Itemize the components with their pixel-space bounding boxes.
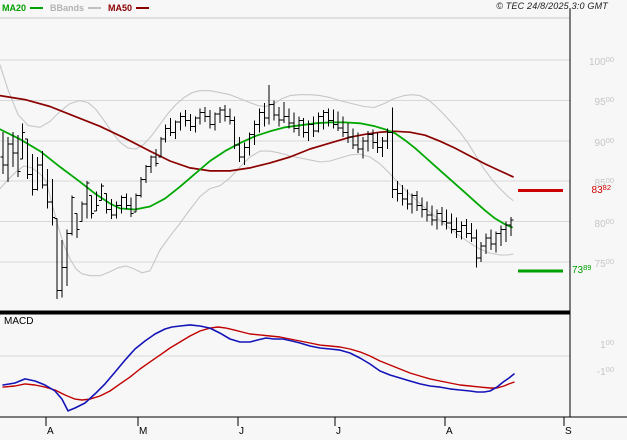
chart-legend: MA20 BBands MA50 bbox=[2, 2, 156, 14]
macd-tick-label: -100 bbox=[596, 364, 614, 378]
bbands-line-icon bbox=[88, 7, 102, 9]
price-tick-label: 8500 bbox=[594, 176, 614, 190]
copyright-timestamp: © TEC 24/8/2025 3:0 GMT bbox=[496, 1, 608, 11]
ma20-label: MA20 bbox=[2, 3, 27, 13]
price-tick-label: 10000 bbox=[588, 55, 614, 68]
macd-tick-label: 100 bbox=[600, 337, 614, 351]
legend-item-ma50: MA50 bbox=[108, 3, 150, 13]
macd-panel-label: MACD bbox=[4, 316, 34, 327]
bbands-label: BBands bbox=[50, 3, 85, 13]
month-label: J bbox=[239, 426, 244, 437]
month-label: A bbox=[47, 426, 54, 437]
month-label: S bbox=[565, 426, 572, 437]
price-tick-label: 9500 bbox=[594, 95, 614, 109]
price-tick-label: 9000 bbox=[594, 135, 614, 149]
month-label: M bbox=[139, 426, 148, 437]
legend-item-ma20: MA20 bbox=[2, 3, 44, 13]
ma50-line-icon bbox=[136, 7, 150, 9]
level-support-label: 7389 bbox=[572, 262, 592, 276]
price-tick-label: 7500 bbox=[594, 257, 614, 270]
legend-item-bbands: BBands bbox=[50, 3, 102, 13]
price-tick-label: 8000 bbox=[594, 216, 614, 230]
level-resistance-label: 8382 bbox=[591, 182, 611, 196]
month-label: J bbox=[336, 426, 341, 437]
month-label: A bbox=[446, 426, 453, 437]
ma50-label: MA50 bbox=[108, 3, 133, 13]
ma20-line-icon bbox=[30, 7, 44, 9]
